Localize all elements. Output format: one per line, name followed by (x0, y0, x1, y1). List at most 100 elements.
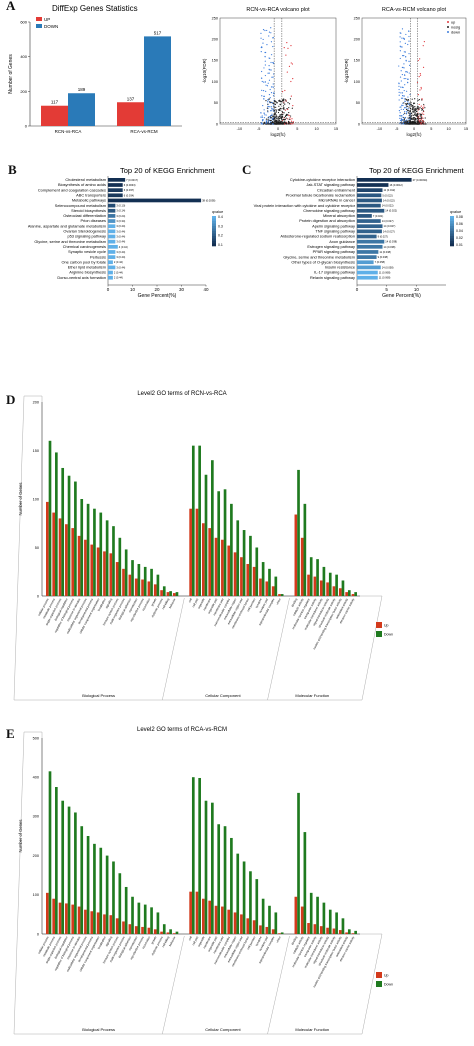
volcano-point (408, 40, 410, 42)
x-tick-label: -10 (237, 127, 243, 131)
kegg-bar-label: 3 (0.44) (116, 265, 125, 269)
volcano-point (410, 103, 413, 105)
volcano-point (262, 42, 264, 44)
go-bar-up (195, 508, 199, 596)
go-bar-up (202, 898, 205, 934)
volcano-point (278, 120, 280, 122)
x-tick-label: -10 (377, 127, 383, 131)
volcano-point (283, 108, 285, 110)
go-bar-down (143, 566, 147, 596)
go-bar-down (156, 912, 160, 934)
volcano-point (269, 101, 271, 104)
volcano-point (273, 109, 275, 111)
volcano-point (405, 120, 407, 123)
volcano-point (287, 108, 289, 111)
kegg-bar (357, 265, 381, 270)
go-bar-down (268, 568, 271, 596)
pathway-label: Prion diseases (80, 218, 106, 223)
go-bar-down (297, 792, 300, 934)
go-bar-up (351, 594, 355, 596)
volcano-point (269, 57, 271, 60)
go-bar-up (214, 537, 218, 596)
go-bar-up (202, 523, 205, 596)
volcano-point (260, 112, 262, 114)
y-tick-label: 50 (356, 101, 360, 105)
legend-swatch (376, 631, 382, 637)
volcano-point (278, 109, 281, 111)
go-bar-up (122, 568, 125, 596)
go-bar-up (278, 933, 281, 934)
volcano-point (260, 51, 262, 53)
go-bar-down (198, 777, 201, 934)
kegg-bar-label: 14 (0.027) (382, 219, 394, 223)
go-bar-down (204, 800, 208, 934)
volcano-point (421, 108, 424, 111)
volcano-point (406, 102, 408, 105)
volcano-point (274, 114, 276, 116)
colorbar-tick: 0.06 (456, 222, 463, 226)
volcano-point (288, 65, 291, 67)
volcano-point (276, 123, 279, 125)
volcano-point (292, 121, 295, 123)
go-bar-down (322, 566, 326, 596)
volcano-point (423, 123, 425, 125)
go-term-label: cell (187, 935, 193, 941)
pathway-label: Other types of O-glycan biosynthesis (291, 259, 355, 264)
pathway-label: Insulin resistance (325, 265, 355, 270)
pathway-label: Cholesterol metabolism (65, 177, 106, 182)
volcano-point (399, 76, 402, 78)
volcano-point (271, 117, 273, 119)
volcano-point (424, 117, 426, 119)
pathway-label: One carbon pool by folate (61, 259, 106, 264)
volcano-point (416, 113, 418, 115)
volcano-point (290, 62, 292, 64)
volcano-point (413, 118, 415, 120)
volcano-point (421, 107, 423, 110)
go-bar-up (252, 920, 256, 934)
volcano-point (404, 84, 406, 86)
kegg-enrichment-b: Top 20 of KEGG Enrichment Cholesterol met… (28, 166, 223, 299)
volcano-point (400, 86, 402, 88)
colorbar-segment (450, 236, 454, 239)
colorbar-tick: 0.2 (218, 234, 223, 238)
volcano-point (277, 109, 279, 111)
colorbar-title: qvalue (212, 210, 223, 214)
go-bar-up (240, 557, 243, 596)
group-divider (267, 935, 290, 1035)
volcano-point (417, 94, 419, 96)
y-tick-label: 200 (33, 400, 39, 404)
kegg-bar-label: 3 (0.14) (116, 209, 125, 213)
pathway-label: Aldosterone-regulated sodium reabsorptio… (280, 234, 355, 239)
go-bar-up (166, 592, 170, 596)
volcano-point (270, 69, 272, 71)
go-bar-down (297, 469, 300, 596)
go-bar-up (147, 581, 151, 596)
volcano-point (286, 71, 288, 73)
group-divider (162, 597, 185, 701)
volcano-point (417, 59, 419, 62)
legend-label: Up (384, 624, 389, 628)
volcano-point (271, 76, 273, 78)
colorbar-segment (450, 243, 454, 247)
volcano-point (280, 115, 282, 117)
go-bar-up (345, 932, 348, 934)
volcano-point (272, 95, 275, 97)
volcano-point (276, 119, 278, 121)
kegg-bar-label: 3 (0.34) (116, 219, 125, 223)
go-bar-up (300, 537, 304, 596)
volcano-point (279, 123, 281, 125)
volcano-point (290, 95, 292, 97)
volcano-point (283, 99, 285, 101)
go-bar-down (150, 907, 153, 934)
go-bar-down (118, 873, 122, 934)
pathway-label: Estrogen signaling pathway (307, 244, 355, 249)
volcano-point (265, 118, 268, 120)
go-bar-down (162, 924, 166, 934)
pathway-label: Mineral absorption (323, 213, 355, 218)
y-tick-label: 50 (214, 101, 218, 105)
bar-down (144, 36, 171, 126)
volcano-point (399, 119, 402, 122)
x-tick-label: 0 (277, 127, 279, 131)
go-term-label: binding (290, 935, 298, 945)
x-tick-label: 5 (296, 127, 298, 131)
